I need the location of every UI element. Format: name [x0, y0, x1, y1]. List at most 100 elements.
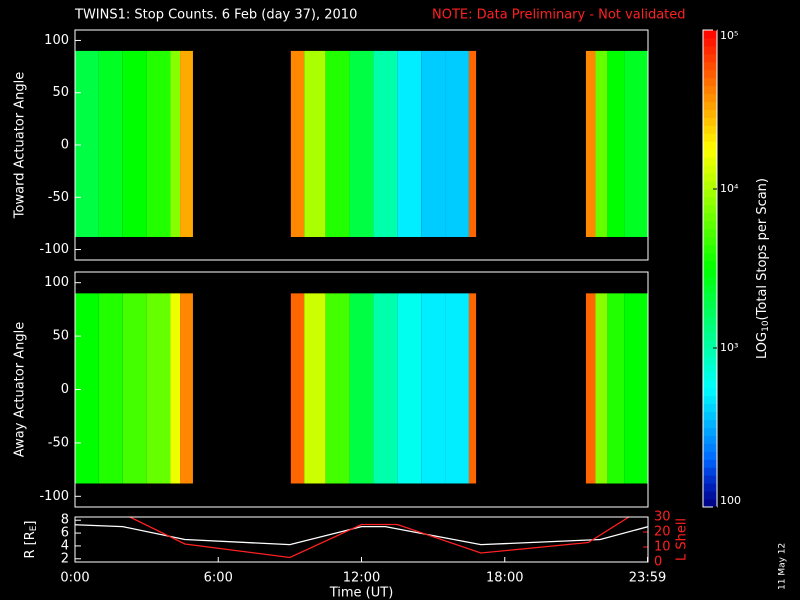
label-part: E [29, 525, 39, 531]
heatmap-cell [146, 293, 171, 484]
colorbar-swatch [703, 149, 717, 158]
heatmap-cell [349, 50, 374, 238]
colorbar-swatch [703, 37, 717, 47]
colorbar-tick-label: 10⁴ [720, 182, 739, 195]
colorbar-swatch [703, 459, 717, 468]
colorbar-swatch [703, 77, 717, 87]
colorbar-swatch [703, 220, 717, 230]
colorbar-swatch [703, 475, 717, 484]
y-tick-label: 100 [44, 33, 69, 48]
colorbar-swatch [703, 348, 717, 357]
colorbar-swatch [703, 316, 717, 325]
y-tick-label: -50 [48, 435, 69, 450]
colorbar-swatch [703, 141, 717, 150]
series-clip [75, 524, 648, 546]
colorbar-swatch [703, 109, 717, 118]
colorbar-swatch [703, 292, 717, 301]
colorbar-swatch [703, 165, 717, 174]
colorbar-swatch [703, 379, 717, 389]
colorbar-swatch [703, 324, 717, 333]
y-tick-label: -50 [48, 190, 69, 205]
y-tick-label: 6 [61, 526, 69, 541]
y2-axis-label: L Shell [675, 518, 690, 561]
colorbar-swatch [703, 499, 717, 508]
colorbar-swatch [703, 340, 717, 349]
chart-title: TWINS1: Stop Counts. 6 Feb (day 37), 201… [74, 8, 357, 23]
colorbar-swatch [703, 332, 717, 341]
heatmap-cell [421, 293, 446, 484]
note: NOTE: Data Preliminary - Not validated [432, 8, 686, 23]
colorbar-swatch [703, 189, 717, 198]
colorbar-swatch [703, 212, 717, 222]
colorbar-swatch [703, 260, 717, 269]
heatmap-cell [373, 50, 398, 238]
line [75, 524, 648, 546]
colorbar-swatch [703, 387, 717, 397]
colorbar-swatch [703, 300, 717, 309]
colorbar-swatch [703, 133, 717, 142]
heatmap-cell [607, 293, 625, 484]
heatmap-cell [146, 50, 171, 238]
colorbar-swatch [703, 252, 717, 262]
colorbar-swatch [703, 355, 717, 365]
y-tick-label: 50 [52, 85, 69, 100]
y-tick-label: -100 [39, 242, 69, 257]
y-tick-label: 50 [52, 329, 69, 344]
side-text: 11 May 12 [778, 543, 788, 590]
y2-tick-label: 20 [654, 525, 671, 540]
heatmap-cell [373, 293, 398, 484]
heatmap-cell [325, 293, 350, 484]
colorbar-swatch [703, 173, 717, 182]
axes-frame [74, 29, 649, 261]
x-tick-label: 6:00 [204, 571, 233, 586]
colorbar-swatch [703, 403, 717, 413]
colorbar-swatch [703, 363, 717, 373]
heatmap-cell [304, 293, 326, 484]
colorbar-swatch [703, 435, 717, 444]
heatmap-cell [607, 50, 625, 238]
heatmap-cell [290, 293, 305, 484]
label-part: (Total Stops per Scan) [755, 178, 770, 320]
heatmap-cell [585, 50, 596, 238]
heatmap-cell [75, 293, 99, 484]
colorbar-swatch [703, 276, 717, 285]
y-tick-label: 2 [61, 551, 69, 566]
colorbar-swatch [703, 467, 717, 476]
heatmap-cell [304, 50, 326, 238]
heatmap-cell [445, 50, 469, 238]
y-axis-label: Away Actuator Angle [13, 322, 28, 457]
colorbar-swatch [703, 196, 717, 206]
y-tick-label: 0 [61, 382, 69, 397]
y-axis-label: R [RE] [23, 520, 39, 558]
heatmap-cell [122, 50, 147, 238]
heatmap-cell [170, 293, 181, 484]
x-tick-label: 18:00 [486, 571, 523, 586]
colorbar-swatch [703, 395, 717, 405]
heatmap-cell [170, 50, 181, 238]
colorbar-tick-label: 10⁵ [720, 29, 738, 42]
y2-tick-label: 30 [654, 510, 671, 525]
heatmap-cell [325, 50, 350, 238]
colorbar-label: LOG10(Total Stops per Scan) [755, 178, 771, 359]
colorbar-swatch [703, 228, 717, 238]
colorbar-swatch [703, 483, 717, 492]
heatmap-cell [624, 50, 648, 238]
x-axis-label: Time (UT) [329, 586, 394, 600]
label-part: 10 [761, 320, 771, 332]
colorbar-swatch [703, 117, 717, 126]
colorbar-swatch [703, 419, 717, 428]
colorbar-swatch [703, 371, 717, 381]
colorbar-swatch [703, 93, 717, 103]
label-part: R [R [23, 531, 38, 558]
colorbar-swatch [703, 30, 717, 39]
line [129, 517, 630, 559]
axes-frame [74, 271, 649, 508]
heatmap-cell [421, 50, 446, 238]
colorbar-swatch [703, 181, 717, 190]
heatmap-cell [468, 50, 477, 238]
heatmap-cell [290, 50, 305, 238]
heatmap-cell [397, 293, 422, 484]
heatmap-cell [468, 293, 477, 484]
y-tick-label: -100 [39, 489, 69, 504]
